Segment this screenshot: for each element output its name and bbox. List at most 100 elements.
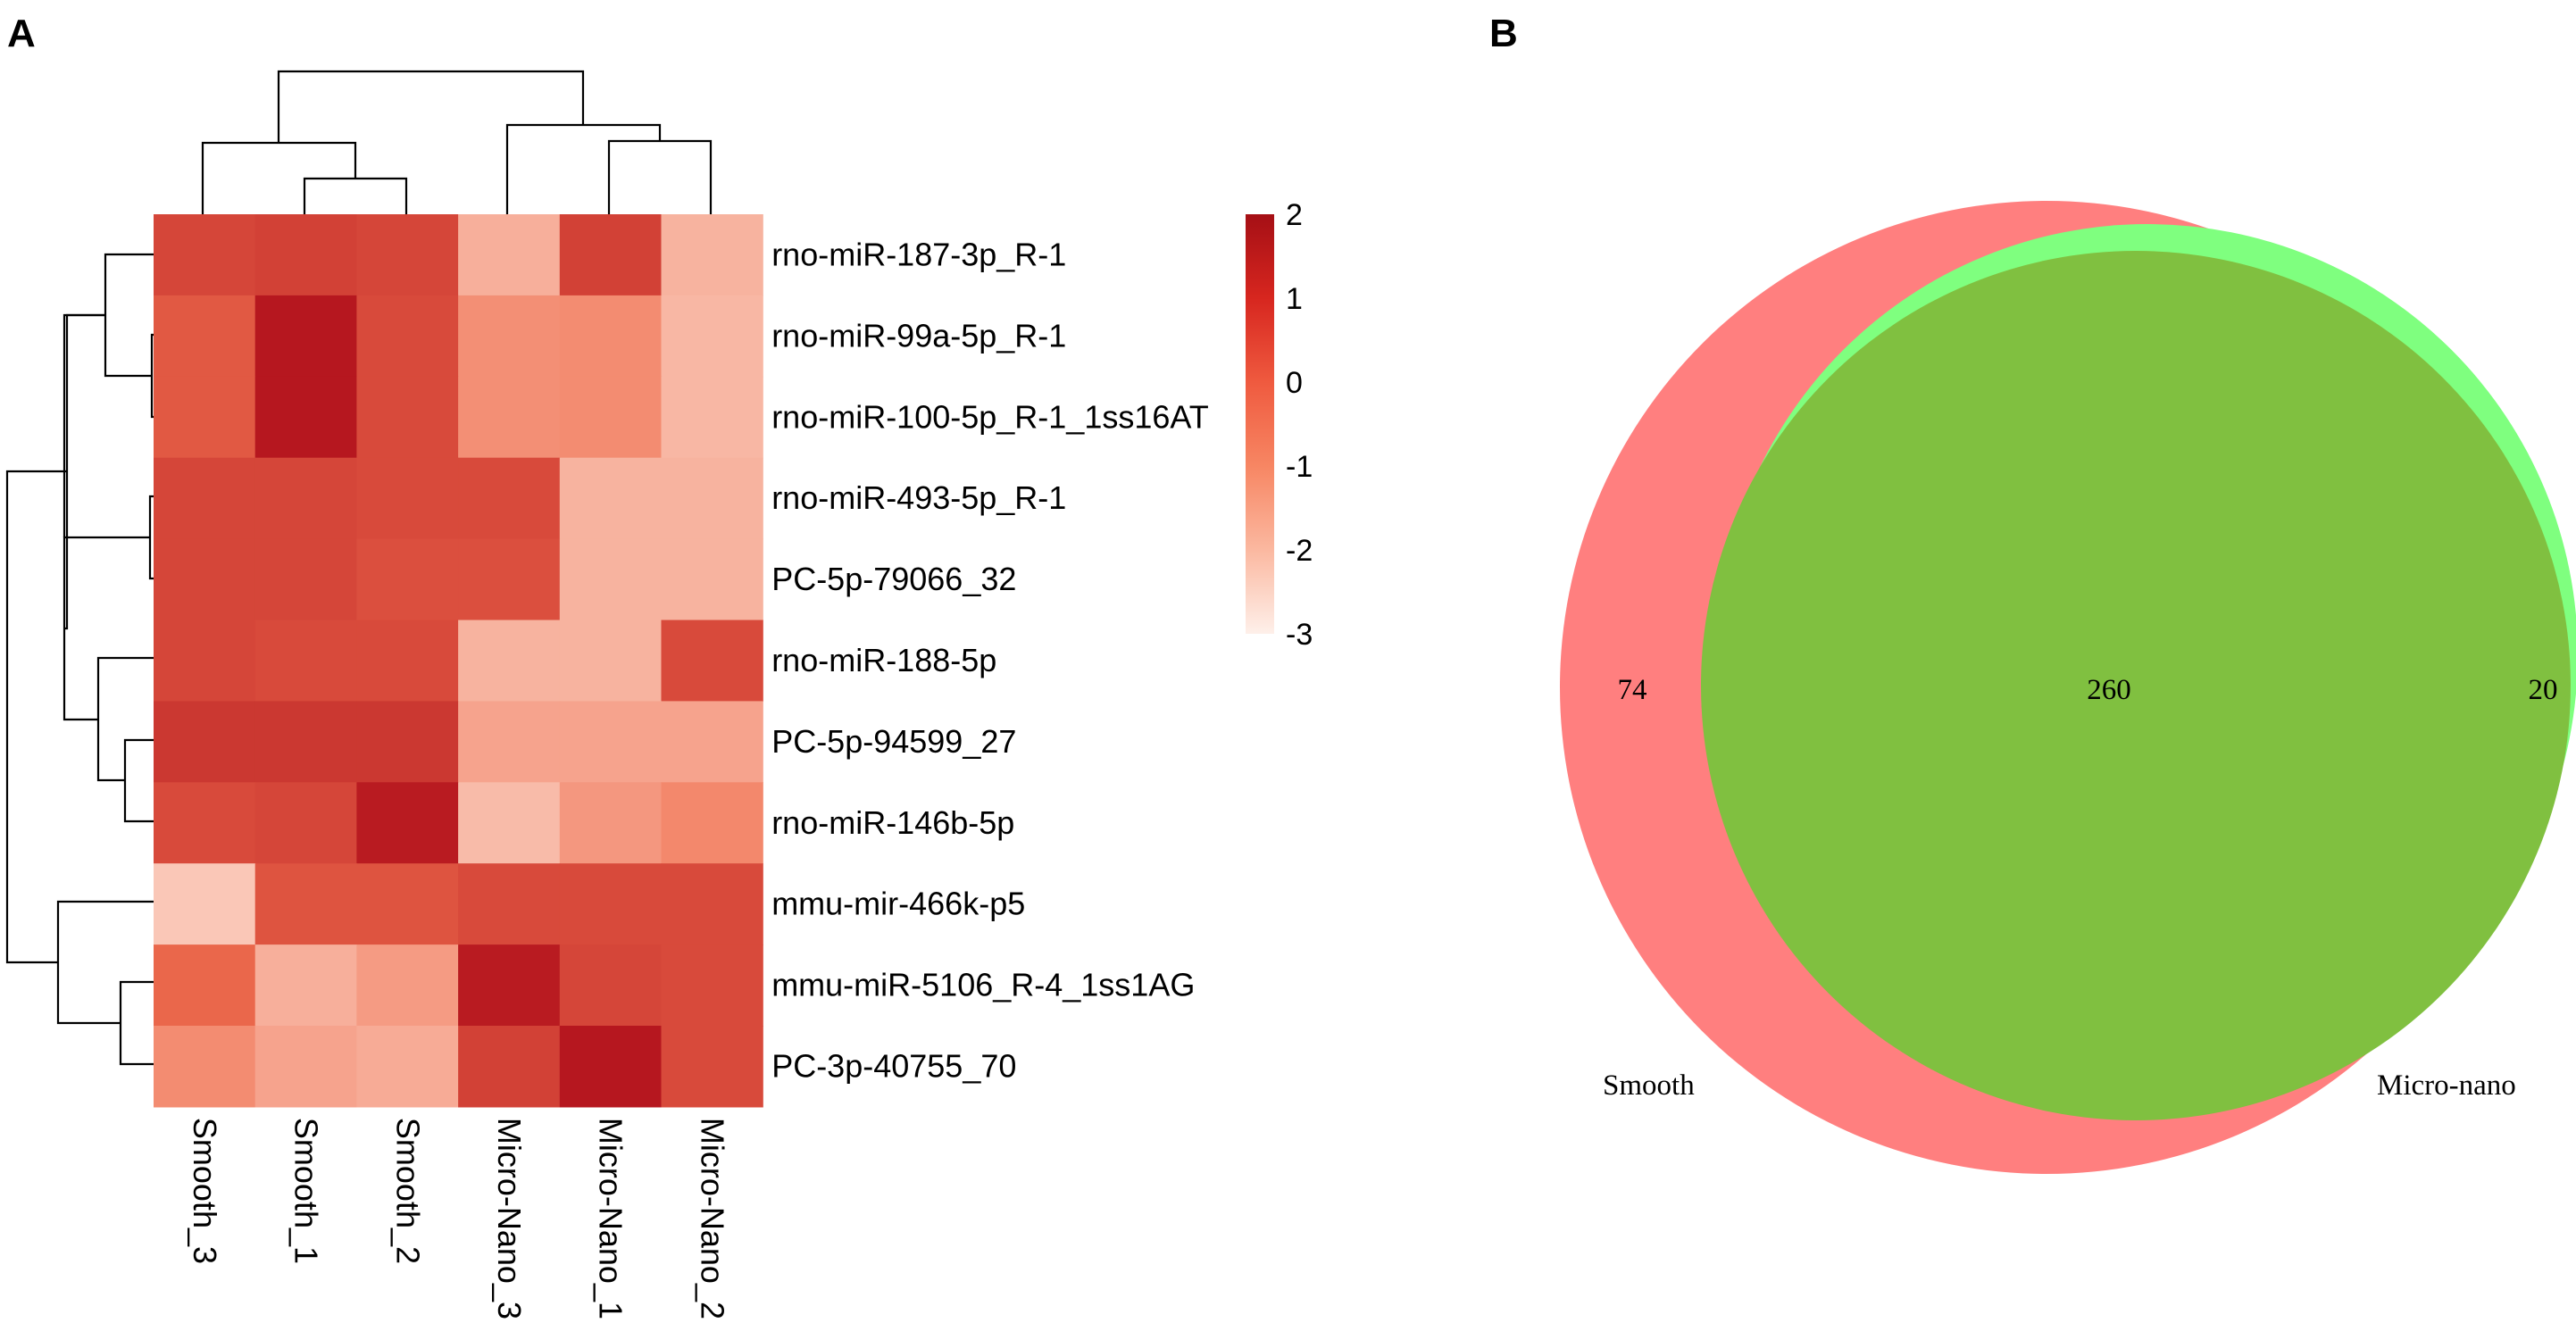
heatmap-cell [559, 944, 663, 1027]
heatmap-row-label: rno-miR-146b-5p [771, 804, 1014, 841]
venn-diagram: 74 260 20 Smooth Micro-nano [1560, 201, 2576, 1174]
heatmap-cell [458, 457, 561, 540]
heatmap-cell [356, 701, 459, 783]
heatmap-cell [559, 214, 663, 296]
heatmap-cell [254, 620, 357, 702]
heatmap-cell [458, 944, 561, 1027]
heatmap-cell [154, 782, 256, 864]
heatmap-cell [559, 863, 663, 945]
heatmap-cell [559, 376, 663, 459]
heatmap-cell [154, 457, 256, 540]
heatmap-cell [661, 863, 763, 945]
heatmap-cell [254, 295, 357, 378]
heatmap-cell [154, 214, 256, 296]
color-scale-tick-label: -2 [1286, 534, 1313, 568]
heatmap-cell [356, 214, 459, 296]
color-scale-tick-label: 2 [1286, 198, 1303, 232]
heatmap-cell [254, 944, 357, 1027]
heatmap-row-label: rno-miR-493-5p_R-1 [771, 479, 1066, 516]
heatmap-cell [356, 457, 459, 540]
venn-smooth-only-count: 74 [1618, 674, 1647, 706]
heatmap-cell [154, 295, 256, 378]
color-scale-tick-label: 1 [1286, 282, 1303, 316]
heatmap-cell [661, 214, 763, 296]
heatmap-cell [154, 1026, 256, 1108]
heatmap-cell [661, 944, 763, 1027]
panel-a-label: A [7, 12, 36, 55]
row-dendrogram [5, 253, 154, 1066]
heatmap-cell [254, 701, 357, 783]
venn-set-label-micro-nano: Micro-nano [2377, 1069, 2516, 1102]
heatmap-column-label: Micro-Nano_3 [491, 1118, 528, 1319]
heatmap-row-label: PC-5p-94599_27 [771, 723, 1016, 760]
heatmap-cell [356, 944, 459, 1027]
heatmap-row-label: rno-miR-187-3p_R-1 [771, 236, 1066, 272]
heatmap-cell [254, 457, 357, 540]
heatmap-column-label: Micro-Nano_1 [593, 1118, 629, 1319]
heatmap-row-labels: rno-miR-187-3p_R-1 rno-miR-99a-5p_R-1 rno-… [771, 236, 1209, 1084]
heatmap-cell [559, 295, 663, 378]
color-scale-tick-label: 0 [1286, 366, 1303, 400]
heatmap-column-labels: Smooth_3 Smooth_1 Smooth_2 Micro-Nano_3 Micr… [187, 1118, 731, 1319]
color-scale-ticks: 2 1 0 -1 -2 -3 [1286, 198, 1313, 652]
heatmap-cell [254, 376, 357, 459]
heatmap-cell [254, 214, 357, 296]
heatmap-cell [254, 863, 357, 945]
heatmap-cell [356, 1026, 459, 1108]
heatmap-cell [458, 214, 561, 296]
venn-overlap-region [1701, 251, 2571, 1120]
heatmap-cell [559, 620, 663, 702]
heatmap-row-label: PC-3p-40755_70 [771, 1048, 1016, 1085]
heatmap-row-label: rno-miR-100-5p_R-1_1ss16AT [771, 398, 1209, 435]
heatmap-column-label: Micro-Nano_2 [694, 1118, 730, 1319]
heatmap-cell [458, 620, 561, 702]
heatmap-cell [356, 376, 459, 459]
column-dendrogram [201, 70, 713, 214]
heatmap-cell [559, 538, 663, 621]
color-scale-bar [1246, 214, 1274, 634]
heatmap-cell [559, 782, 663, 864]
panel-b-label: B [1489, 12, 1518, 55]
heatmap-cell [661, 376, 763, 459]
heatmap-cell [559, 457, 663, 540]
heatmap-cell [661, 701, 763, 783]
heatmap-cell [356, 620, 459, 702]
venn-set-label-smooth: Smooth [1603, 1069, 1695, 1102]
heatmap-row-label: rno-miR-188-5p [771, 642, 996, 678]
heatmap-cell [356, 295, 459, 378]
heatmap-cell [154, 538, 256, 621]
color-scale-tick-label: -3 [1286, 618, 1313, 652]
heatmap-column-label: Smooth_3 [187, 1118, 223, 1264]
heatmap-cell [458, 295, 561, 378]
heatmap-cell [458, 538, 561, 621]
heatmap-cell [254, 782, 357, 864]
heatmap-cell [458, 376, 561, 459]
heatmap-cell [661, 620, 763, 702]
heatmap-cell [559, 1026, 663, 1108]
heatmap-cell [254, 538, 357, 621]
heatmap-cell [661, 1026, 763, 1108]
venn-intersection-count: 260 [2087, 674, 2131, 706]
heatmap-cell [661, 782, 763, 864]
heatmap-cell [154, 944, 256, 1027]
heatmap-cell [356, 863, 459, 945]
heatmap-cell [458, 863, 561, 945]
heatmap-cell [154, 863, 256, 945]
heatmap-row-label: mmu-miR-5106_R-4_1ss1AG [771, 967, 1195, 1003]
heatmap-row-label: rno-miR-99a-5p_R-1 [771, 317, 1066, 354]
heatmap-cell [458, 701, 561, 783]
heatmap-cell [154, 620, 256, 702]
heatmap-cell [154, 376, 256, 459]
heatmap-column-label: Smooth_2 [389, 1118, 426, 1264]
heatmap-column-label: Smooth_1 [288, 1118, 325, 1264]
venn-micro-nano-only-count: 20 [2529, 674, 2558, 706]
heatmap-cell [559, 701, 663, 783]
heatmap-cell [458, 782, 561, 864]
heatmap-cell [661, 295, 763, 378]
heatmap-cell [661, 538, 763, 621]
heatmap-row-label: mmu-mir-466k-p5 [771, 886, 1025, 922]
heatmap-row-label: PC-5p-79066_32 [771, 561, 1016, 597]
heatmap-cell [154, 701, 256, 783]
heatmap-cell [254, 1026, 357, 1108]
